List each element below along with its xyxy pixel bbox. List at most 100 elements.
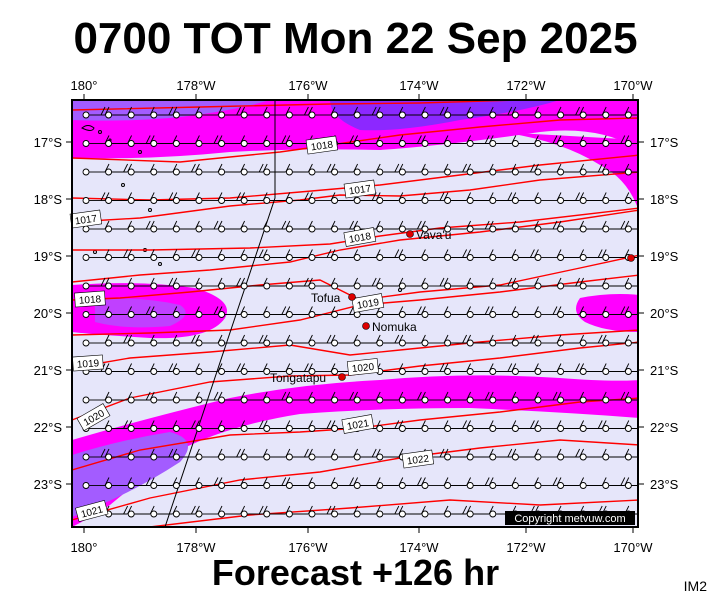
svg-text:1022: 1022 [406,453,430,467]
wind-barb [105,448,133,461]
wind-barb [534,163,562,176]
wind-barb [489,220,517,233]
wind-barb [218,192,246,204]
lon-label-bottom: 172°W [506,540,546,555]
wind-barb [534,477,562,489]
wind-barb [150,448,178,461]
wind-barb [376,106,404,119]
wind-barb [602,249,630,261]
isobar-label: 1018 [343,227,377,247]
wind-barb [624,482,638,489]
lon-label-top: 172°W [506,78,546,93]
lon-label-bottom: 174°W [399,540,439,555]
date-line [164,100,276,527]
wind-barb [602,306,630,318]
svg-text:1021: 1021 [346,418,370,433]
wind-barb [263,477,291,489]
wind-barb [466,505,494,518]
top-longitude-labels: 180° 178°W 176°W 174°W 172°W 170°W [71,78,654,93]
wind-barb [489,334,517,347]
lon-label-top: 180° [71,78,98,93]
wind-barb [534,220,562,233]
wind-barb [602,448,630,461]
wind-barb [150,306,178,318]
wind-barb [557,135,585,147]
wind-barb [579,363,607,375]
wind-barb [579,306,607,318]
wind-barb [489,477,517,489]
wind-barb [195,477,223,489]
wind-barb [353,163,381,176]
wind-barb [579,249,607,261]
wind-barb [150,391,178,404]
isobar-line [72,154,638,201]
svg-text:1018: 1018 [348,231,372,246]
isobar-line [149,499,638,527]
place-label-vavau: Vava'u [416,228,451,242]
wind-barb [557,448,585,461]
wind-barb [331,106,359,119]
isobar-label: 1022 [401,449,435,469]
wind-barb [624,168,638,176]
wind-barb [602,420,630,432]
wind-barb [308,277,336,290]
wind-barb [376,391,404,404]
wind-barb [624,282,638,290]
wind-barb [172,363,200,375]
wind-barb [308,505,336,518]
isobar-label: 1019 [72,354,104,372]
place-label-tofua: Tofua [311,291,341,305]
lat-label-right: 20°S [650,306,679,321]
wind-barb [285,448,313,461]
wind-barb [421,477,449,489]
wind-barb [557,391,585,404]
isobar-line [72,209,638,283]
place-label-tongatapu: Tongatapu [270,371,326,385]
wind-barb [398,277,426,290]
isobar-label: 1017 [343,179,377,199]
wind-barb [557,220,585,233]
svg-text:1019: 1019 [356,297,380,312]
wind-barb [263,363,291,375]
wind-barb [240,163,268,176]
wind-barb [624,225,638,233]
wind-barb [489,249,517,261]
wind-barb [376,163,404,176]
isobar-label: 1021 [341,414,375,434]
wind-barb [511,363,539,375]
svg-text:1018: 1018 [79,294,102,307]
wind-barb [331,505,359,518]
wind-barb [624,368,638,375]
wind-barb [466,306,494,318]
wind-barb [511,420,539,432]
lat-label-right: 22°S [650,420,679,435]
bottom-longitude-labels: 180° 178°W 176°W 174°W 172°W 170°W [71,540,654,555]
wind-barb [466,277,494,290]
wind-barb [172,220,200,233]
wind-barb [511,106,539,119]
wind-barb [82,391,110,404]
wind-barb [489,277,517,290]
svg-text:1019: 1019 [77,358,100,371]
wind-barb [150,106,178,119]
lon-label-bottom: 170°W [613,540,653,555]
wind-barb [218,334,246,347]
wind-barb [308,163,336,176]
wind-barb [376,448,404,461]
wind-barb [308,448,336,461]
wind-barb [421,106,449,119]
wind-barb [534,448,562,461]
lat-label-right: 23°S [650,477,679,492]
lon-label-top: 178°W [176,78,216,93]
wind-barb [602,277,630,290]
lon-label-top: 170°W [613,78,653,93]
wind-barb [285,106,313,119]
wind-barb [444,106,472,119]
wind-barb [285,334,313,347]
wind-barb [353,277,381,290]
lat-label-left: 17°S [34,135,63,150]
wind-barb [195,220,223,233]
wind-barb [127,163,155,176]
wind-barb [285,277,313,290]
isobar-line [72,254,638,301]
